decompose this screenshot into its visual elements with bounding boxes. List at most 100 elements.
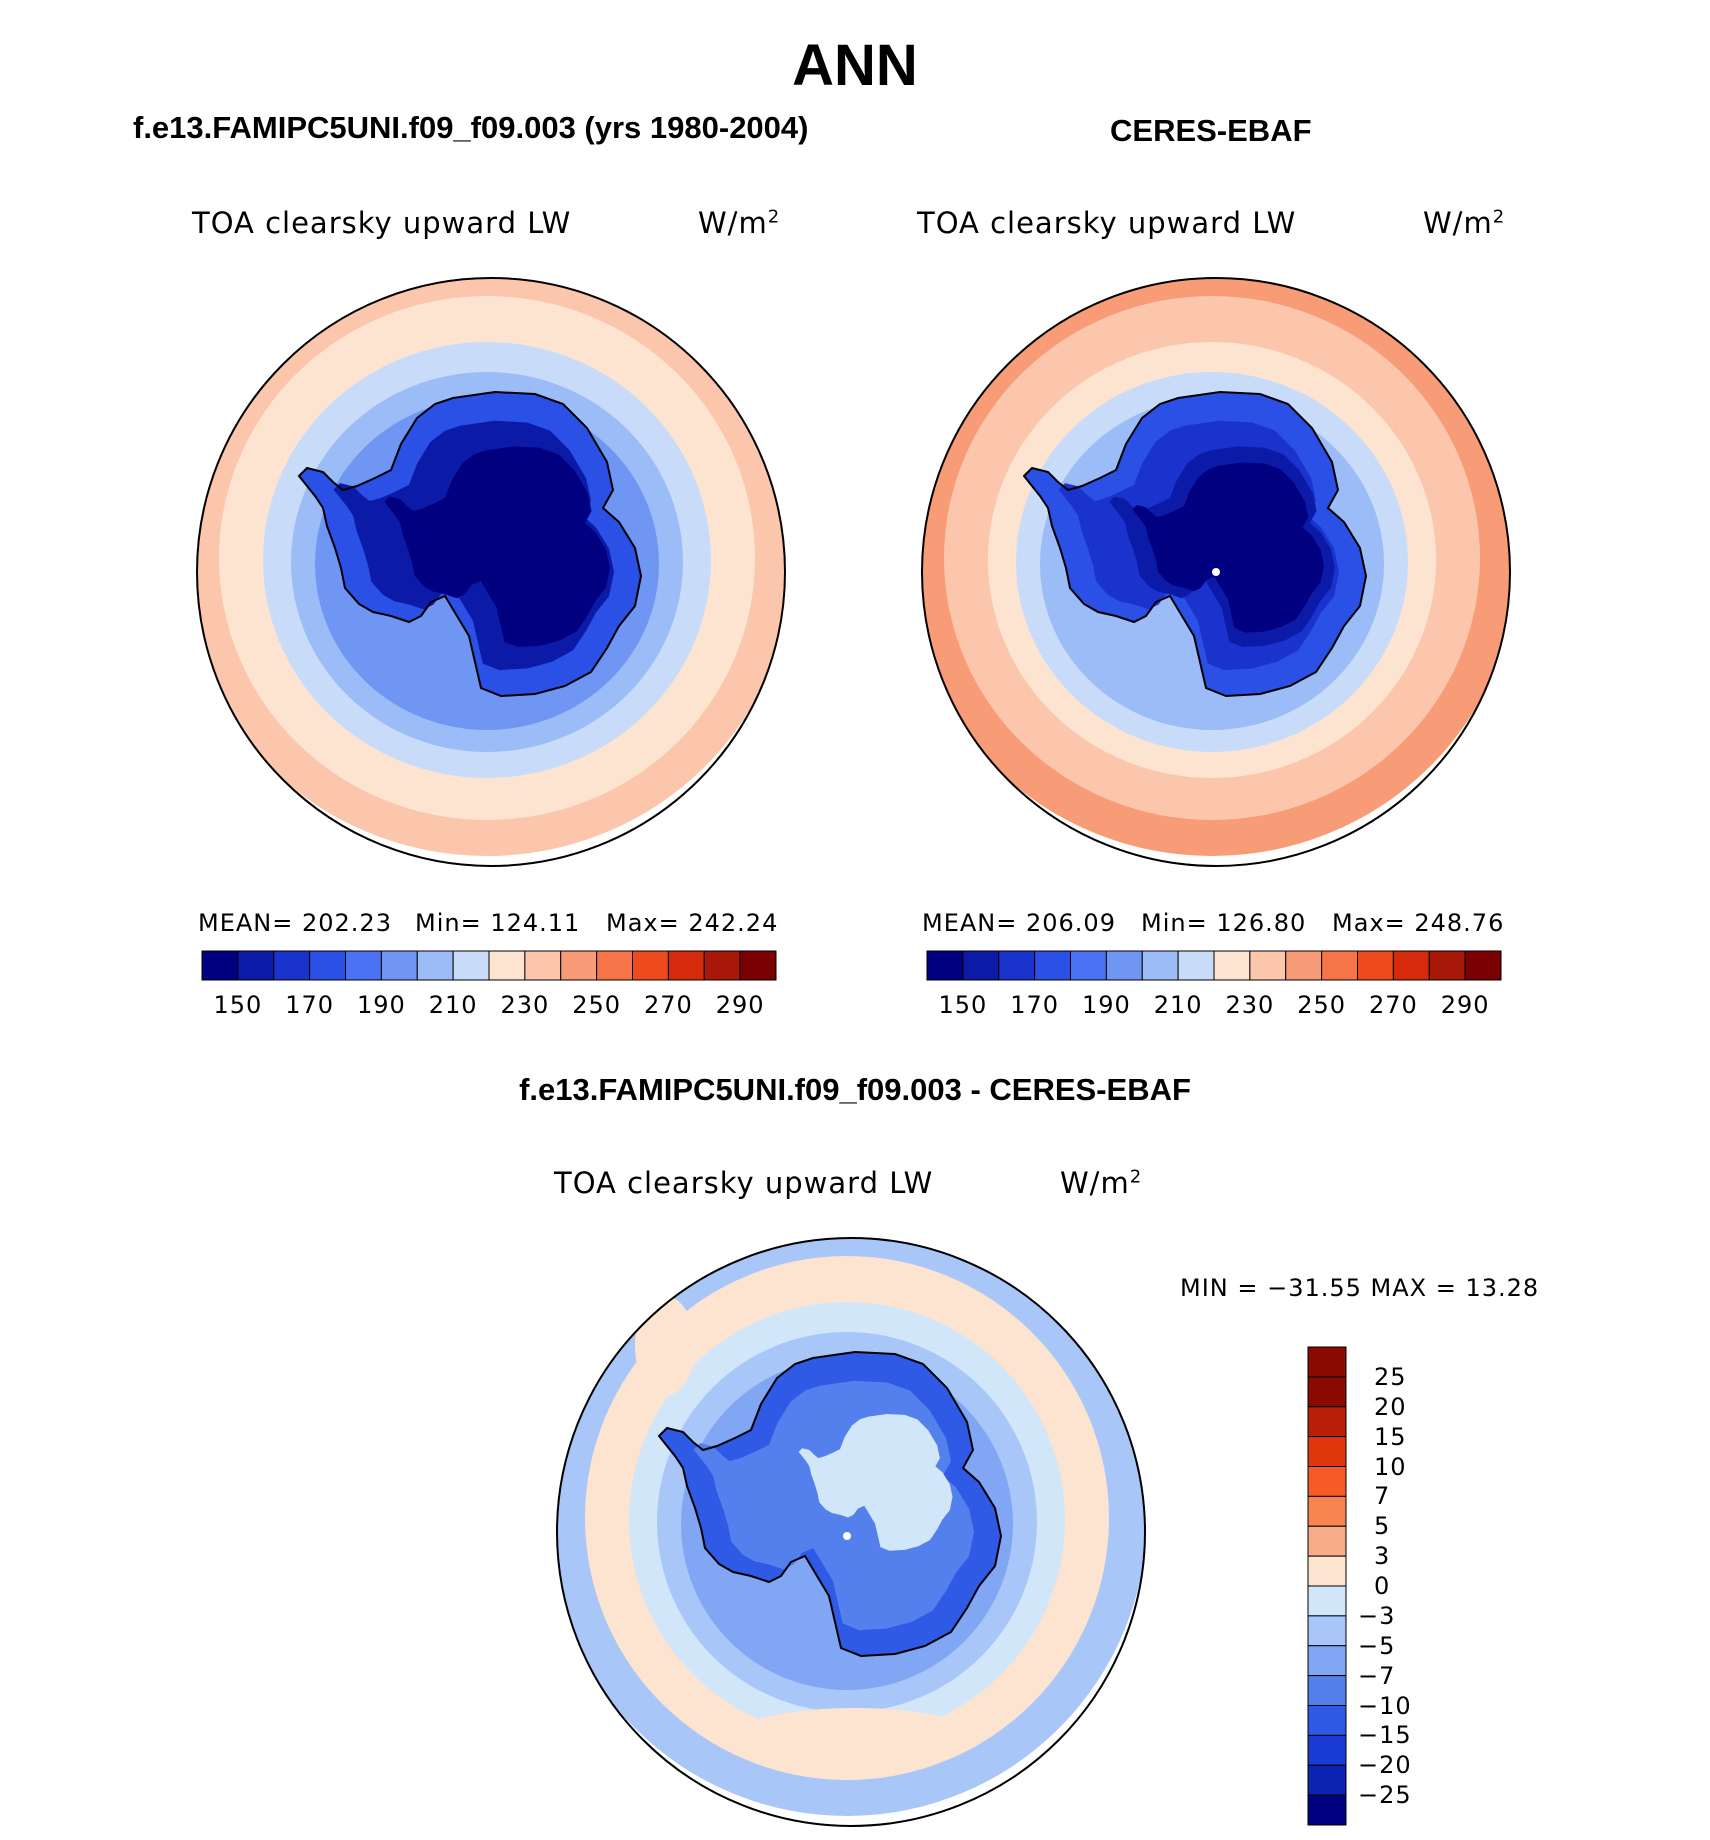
colorbar-swatch — [1105, 950, 1143, 981]
map-boundary — [196, 277, 786, 867]
colorbar-swatch — [1034, 950, 1071, 981]
colorbar-swatch — [1177, 950, 1215, 981]
colorbar-tick-label: 290 — [1440, 991, 1490, 1019]
antarctica-core — [1132, 462, 1324, 633]
colorbar-swatch — [488, 950, 526, 981]
colorbar-swatch — [1307, 1346, 1347, 1378]
colorbar-swatch — [1307, 1436, 1347, 1467]
colorbar-swatch — [1307, 1466, 1347, 1497]
diff-colorbar-labels: 25 20 15 10 7 5 3 0 −3 −5 −7 −10 −15 −20 −25 — [1358, 1347, 1468, 1825]
colorbar-swatch — [739, 950, 777, 981]
left-min-stat: Min= 124.11 — [415, 909, 581, 937]
colorbar-swatch — [1428, 950, 1466, 981]
colorbar-tick-label: 0 — [1374, 1572, 1391, 1600]
colorbar-tick-label: 7 — [1374, 1482, 1391, 1511]
colorbar-swatch — [1213, 950, 1251, 981]
colorbar-swatch — [1307, 1495, 1347, 1527]
colorbar-swatch — [345, 950, 382, 981]
colorbar-swatch — [703, 950, 741, 981]
colorbar-tick-label: −25 — [1358, 1781, 1412, 1810]
colorbar-swatch — [273, 950, 311, 981]
colorbar-tick-label: −7 — [1358, 1661, 1396, 1690]
pole-marker — [843, 1532, 851, 1540]
right-colorbar — [926, 950, 1502, 981]
colorbar-tick-label: 150 — [938, 991, 988, 1019]
diff-units-label: W/m2 — [1060, 1166, 1143, 1200]
diff-minmax-stat: MIN = −31.55 MAX = 13.28 — [1180, 1274, 1540, 1302]
colorbar-swatch — [309, 950, 346, 981]
right-colorbar-labels: 150 170 190 210 230 250 270 290 — [927, 991, 1501, 1021]
colorbar-tick-label: 170 — [285, 991, 335, 1019]
diff-variable-label: TOA clearsky upward LW — [554, 1166, 934, 1200]
left-polar-map — [196, 277, 786, 867]
colorbar-swatch — [1307, 1675, 1347, 1706]
right-polar-map — [921, 277, 1511, 867]
colorbar-swatch — [452, 950, 490, 981]
colorbar-swatch — [1307, 1734, 1347, 1766]
colorbar-swatch — [1285, 950, 1323, 981]
colorbar-tick-label: 190 — [356, 991, 406, 1019]
colorbar-tick-label: 3 — [1374, 1542, 1391, 1571]
coastline — [297, 390, 643, 698]
antarctica-core — [384, 446, 610, 648]
map-field — [197, 278, 785, 856]
colorbar-swatch — [1249, 950, 1287, 981]
map-boundary — [556, 1237, 1146, 1827]
colorbar-swatch — [1357, 950, 1394, 981]
colorbar-swatch — [560, 950, 598, 981]
map-field — [557, 1238, 1145, 1816]
colorbar-swatch — [1307, 1794, 1347, 1826]
colorbar-tick-label: 5 — [1374, 1512, 1391, 1541]
left-mean-stat: MEAN= 202.23 — [198, 909, 392, 937]
colorbar-swatch — [1392, 950, 1430, 981]
colorbar-swatch — [998, 950, 1036, 981]
diff-colorbar — [1307, 1346, 1347, 1826]
colorbar-swatch — [667, 950, 705, 981]
left-max-stat: Max= 242.24 — [606, 909, 779, 937]
colorbar-tick-label: 15 — [1374, 1422, 1407, 1451]
colorbar-tick-label: 210 — [1153, 991, 1203, 1019]
colorbar-swatch — [416, 950, 454, 981]
left-colorbar — [201, 950, 777, 981]
colorbar-swatch — [237, 950, 275, 981]
colorbar-tick-label: −5 — [1358, 1631, 1396, 1660]
positive-anomaly-region — [735, 1708, 975, 1764]
colorbar-swatch — [1307, 1525, 1347, 1557]
antarctica-core — [798, 1414, 953, 1551]
colorbar-swatch — [1307, 1764, 1347, 1796]
colorbar-swatch — [962, 950, 1000, 981]
colorbar-tick-label: 25 — [1374, 1362, 1407, 1391]
colorbar-swatch — [596, 950, 633, 981]
left-units-label: W/m2 — [698, 206, 781, 240]
colorbar-tick-label: 270 — [643, 991, 693, 1019]
right-mean-stat: MEAN= 206.09 — [922, 909, 1116, 937]
right-units-label: W/m2 — [1423, 206, 1506, 240]
colorbar-tick-label: −10 — [1358, 1691, 1412, 1720]
right-variable-label: TOA clearsky upward LW — [917, 206, 1297, 240]
coastline — [657, 1350, 1003, 1658]
colorbar-swatch — [926, 950, 964, 981]
colorbar-tick-label: 20 — [1374, 1392, 1407, 1421]
colorbar-swatch — [380, 950, 418, 981]
colorbar-tick-label: −15 — [1358, 1721, 1412, 1750]
colorbar-swatch — [632, 950, 669, 981]
left-colorbar-labels: 150 170 190 210 230 250 270 290 — [202, 991, 776, 1021]
left-variable-label: TOA clearsky upward LW — [192, 206, 572, 240]
colorbar-swatch — [201, 950, 239, 981]
colorbar-tick-label: 10 — [1374, 1452, 1407, 1481]
colorbar-swatch — [1307, 1585, 1347, 1617]
colorbar-tick-label: 270 — [1368, 991, 1418, 1019]
colorbar-tick-label: 230 — [1225, 991, 1275, 1019]
map-field — [922, 278, 1510, 856]
colorbar-tick-label: 250 — [1297, 991, 1347, 1019]
right-panel-title: CERES-EBAF — [1110, 113, 1312, 148]
diff-polar-map — [556, 1237, 1146, 1827]
left-panel-title: f.e13.FAMIPC5UNI.f09_f09.003 (yrs 1980-2… — [133, 110, 809, 145]
colorbar-tick-label: 250 — [572, 991, 622, 1019]
right-max-stat: Max= 248.76 — [1332, 909, 1505, 937]
colorbar-tick-label: 190 — [1081, 991, 1131, 1019]
coastline — [1022, 390, 1368, 698]
diff-panel-title: f.e13.FAMIPC5UNI.f09_f09.003 - CERES-EBA… — [519, 1072, 1191, 1107]
colorbar-swatch — [1307, 1376, 1347, 1408]
colorbar-tick-label: −3 — [1358, 1601, 1396, 1630]
